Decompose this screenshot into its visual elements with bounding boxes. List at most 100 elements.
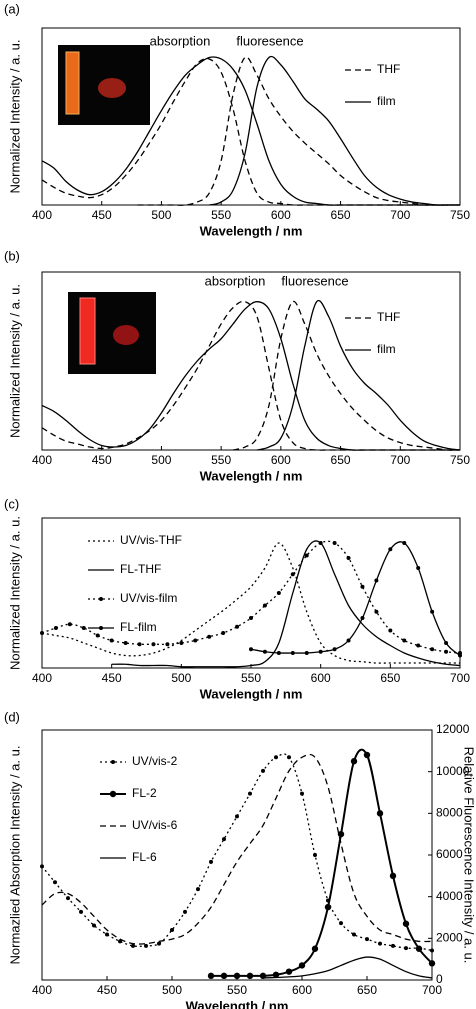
data-point (304, 553, 309, 558)
legend-marker (99, 597, 103, 601)
data-point (332, 647, 337, 652)
y2-tick-label: 8000 (436, 806, 463, 820)
x-tick-label: 450 (97, 983, 117, 997)
x-tick-label: 400 (32, 208, 52, 222)
series-line (111, 540, 461, 668)
series-line (209, 55, 460, 206)
annotation: absorption (150, 33, 211, 48)
data-point (249, 647, 253, 652)
data-point (346, 638, 351, 643)
legend-marker (111, 760, 115, 764)
data-point (92, 923, 96, 928)
data-point (246, 972, 254, 980)
data-point (287, 755, 291, 760)
x-tick-label: 400 (32, 453, 52, 467)
x-tick-label: 650 (357, 983, 377, 997)
x-axis-label: Wavelength / nm (200, 223, 303, 238)
annotation: absorption (205, 273, 266, 288)
x-tick-label: 750 (450, 453, 470, 467)
data-point (376, 810, 384, 817)
data-point (248, 791, 252, 796)
annotation: fluoresence (281, 273, 348, 288)
data-point (378, 941, 382, 946)
x-tick-label: 400 (32, 671, 52, 685)
data-point (346, 556, 351, 560)
data-point (430, 948, 434, 953)
x-tick-label: 450 (92, 208, 112, 222)
data-point (220, 972, 228, 980)
panel-label: (d) (4, 709, 20, 724)
data-point (105, 932, 109, 937)
data-point (53, 880, 57, 885)
data-point (298, 962, 306, 969)
data-point (285, 968, 293, 975)
x-tick-label: 500 (151, 453, 171, 467)
data-point (290, 572, 295, 577)
legend-label: FL-6 (132, 850, 157, 864)
data-point (360, 584, 365, 589)
data-point (165, 642, 170, 647)
x-tick-label: 550 (227, 983, 247, 997)
data-point (262, 649, 267, 654)
data-point (272, 971, 280, 978)
data-point (81, 626, 86, 630)
data-point (151, 642, 156, 647)
data-point (209, 859, 213, 864)
y2-tick-label: 12000 (436, 722, 470, 736)
series-line (41, 56, 460, 206)
annotation: fluoresence (236, 33, 303, 48)
y2-tick-label: 0 (436, 972, 443, 986)
x-tick-label: 450 (102, 671, 122, 685)
data-point (389, 872, 397, 880)
data-point (363, 751, 371, 759)
data-point (221, 631, 226, 635)
y-axis-label: Normalized Intensity / a. u. (7, 284, 22, 438)
x-tick-label: 550 (211, 453, 231, 467)
legend-label: UV/vis-6 (132, 818, 178, 832)
data-point (222, 837, 226, 842)
legend-label: film (377, 94, 396, 108)
series-line (41, 540, 461, 654)
data-point (196, 887, 200, 892)
x-tick-label: 650 (331, 208, 351, 222)
legend-label: FL-2 (132, 786, 157, 800)
data-point (332, 541, 337, 545)
data-point (444, 641, 449, 645)
y-axis-label: Normazlied Absorption Intensity / a. u. (7, 746, 22, 965)
data-point (428, 960, 436, 967)
data-point (183, 909, 187, 914)
x-tick-label: 450 (92, 453, 112, 467)
vial (79, 297, 96, 365)
data-point (444, 649, 449, 654)
x-tick-label: 550 (241, 671, 261, 685)
data-point (402, 541, 407, 545)
data-point (66, 896, 70, 901)
data-point (324, 903, 332, 911)
data-point (235, 624, 240, 629)
data-point (402, 920, 410, 927)
x-tick-label: 600 (292, 983, 312, 997)
panel-label: (c) (4, 496, 19, 511)
data-point (157, 941, 161, 946)
data-point (262, 603, 267, 608)
series-line (210, 748, 433, 977)
x-tick-label: 650 (380, 671, 400, 685)
series-line (41, 753, 433, 945)
data-point (123, 641, 128, 645)
legend-marker (99, 626, 103, 630)
data-point (144, 943, 148, 948)
data-point (290, 651, 295, 655)
x-tick-label: 550 (211, 208, 231, 222)
data-point (374, 578, 379, 583)
data-point (179, 641, 184, 645)
x-tick-label: 600 (311, 671, 331, 685)
vial (65, 51, 80, 115)
data-point (391, 943, 395, 948)
series-line (137, 56, 460, 206)
data-point (458, 653, 462, 658)
data-point (430, 647, 435, 652)
data-point (430, 609, 435, 614)
x-tick-label: 500 (151, 208, 171, 222)
data-point (337, 830, 345, 838)
